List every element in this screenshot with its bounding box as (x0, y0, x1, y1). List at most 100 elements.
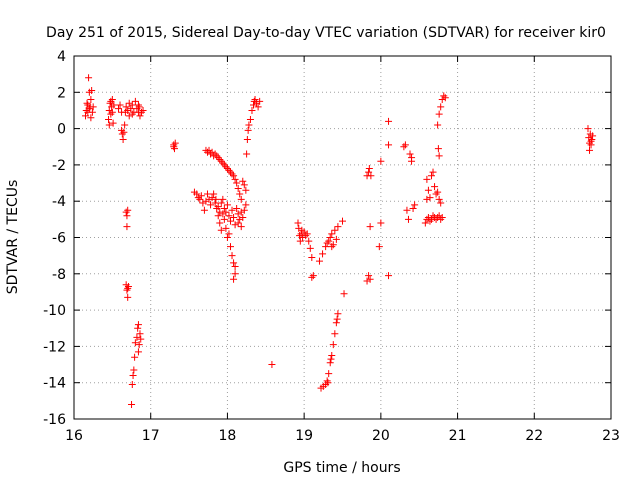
data-point (427, 172, 435, 180)
data-point (333, 315, 341, 323)
data-point (328, 351, 336, 359)
data-point (124, 284, 132, 292)
data-point (237, 208, 245, 216)
data-point (216, 155, 224, 163)
data-point (332, 235, 340, 243)
data-point (123, 212, 131, 220)
data-point (219, 159, 227, 167)
data-point (223, 165, 231, 173)
data-point (331, 330, 339, 338)
data-point (250, 101, 258, 109)
data-point (82, 112, 90, 120)
data-point (306, 244, 314, 252)
data-point (139, 106, 147, 114)
data-point (326, 359, 334, 367)
data-point (222, 224, 230, 232)
data-point (170, 143, 178, 151)
data-point (242, 186, 250, 194)
x-tick-label: 20 (372, 428, 390, 444)
data-point (217, 199, 225, 207)
data-point (429, 168, 437, 176)
data-points (82, 74, 597, 408)
data-point (323, 239, 331, 247)
data-point (294, 219, 302, 227)
data-point (239, 214, 247, 222)
data-point (367, 172, 375, 180)
data-point (328, 243, 336, 251)
data-point (231, 221, 239, 229)
data-point (216, 219, 224, 227)
y-tick-label: -10 (43, 303, 66, 319)
data-point (135, 341, 143, 349)
y-tick-label: -2 (52, 158, 66, 174)
data-point (295, 224, 303, 232)
data-point (299, 234, 307, 241)
data-point (131, 353, 139, 361)
x-tick-label: 18 (219, 428, 237, 444)
data-point (404, 215, 412, 223)
data-point (329, 341, 337, 349)
y-tick-label: -6 (52, 231, 66, 247)
data-point (217, 226, 225, 234)
data-point (230, 172, 238, 180)
data-point (220, 161, 228, 169)
data-point (365, 165, 373, 173)
data-point (339, 217, 346, 225)
data-point (84, 101, 92, 109)
data-point (231, 175, 239, 183)
data-point (222, 208, 230, 216)
data-point (334, 223, 342, 231)
data-point (171, 139, 179, 147)
data-point (237, 223, 245, 231)
data-point (325, 370, 333, 378)
y-tick-label: 0 (57, 122, 66, 138)
data-point (105, 116, 113, 124)
data-point (202, 197, 210, 205)
data-point (322, 243, 330, 251)
data-point (401, 141, 409, 149)
data-point (223, 201, 231, 209)
data-point (107, 97, 115, 105)
data-point (124, 293, 132, 301)
data-point (87, 114, 95, 122)
data-point (296, 232, 304, 240)
data-point (128, 101, 136, 109)
data-point (125, 112, 133, 120)
data-point (426, 194, 434, 202)
data-point (233, 179, 241, 187)
data-point (423, 175, 431, 183)
data-point (300, 228, 308, 236)
data-point (230, 275, 238, 283)
data-point (324, 379, 332, 387)
data-point (240, 181, 248, 189)
data-point (213, 204, 221, 212)
data-point (210, 190, 218, 198)
data-point (196, 195, 204, 203)
data-point (587, 137, 595, 145)
data-point (124, 206, 132, 214)
data-point (107, 110, 115, 118)
data-point (586, 139, 594, 147)
data-point (211, 199, 219, 207)
data-point (421, 219, 429, 227)
data-point (135, 103, 143, 111)
data-point (243, 150, 251, 158)
data-point (203, 190, 211, 198)
data-point (134, 321, 142, 329)
y-tick-label: 4 (57, 49, 66, 65)
data-point (231, 270, 239, 278)
data-point (124, 106, 132, 114)
x-tick-label: 23 (602, 428, 620, 444)
data-point (226, 168, 234, 176)
data-point (106, 99, 114, 107)
data-point (225, 166, 233, 174)
data-point (120, 128, 128, 136)
data-point (128, 381, 136, 389)
data-point (437, 215, 445, 223)
data-point (365, 168, 373, 176)
data-point (214, 203, 222, 211)
data-point (85, 74, 93, 82)
data-point (315, 257, 323, 265)
data-point (309, 272, 317, 280)
x-tick-label: 21 (449, 428, 467, 444)
